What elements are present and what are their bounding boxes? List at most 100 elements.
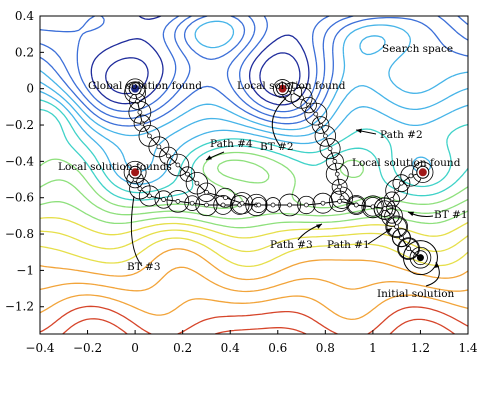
contour-level <box>40 229 468 253</box>
y-axis: 0.4 0.2 0 −0.2 −0.4 −0.6 −0.8 −1 −1.2 <box>5 9 44 314</box>
path-circle <box>133 114 151 132</box>
path-circle <box>159 146 178 166</box>
path-point <box>185 171 190 177</box>
contour-level <box>40 20 468 137</box>
local-solution-marker <box>131 168 140 177</box>
contour-level <box>40 305 468 334</box>
label-path3: Path #3 <box>270 239 313 251</box>
annotation-leaders <box>130 97 440 287</box>
path-circle <box>123 160 147 184</box>
path-point <box>287 202 293 208</box>
label-local-found-top: Local solution found <box>237 80 346 92</box>
annotations: Search space Global solution found Local… <box>58 43 468 300</box>
path-circle <box>154 190 173 209</box>
path-circle <box>363 197 383 217</box>
path-circle <box>231 192 254 215</box>
path-circle <box>385 179 409 202</box>
label-bt1: BT #1 <box>434 209 468 221</box>
path-point <box>313 111 319 117</box>
local-solution-marker <box>418 168 427 177</box>
path-circle <box>124 81 147 104</box>
label-bt3: BT #3 <box>127 261 161 273</box>
label-path2: Path #2 <box>380 129 423 141</box>
path-circle <box>325 152 344 171</box>
path-circle <box>124 78 146 99</box>
path-point <box>256 202 262 208</box>
search-paths <box>123 78 438 276</box>
initial-circle <box>402 240 438 276</box>
path-circle <box>184 195 200 211</box>
label-local-found-left: Local solution founds <box>58 161 172 173</box>
contour-level <box>40 16 468 120</box>
path-circle <box>347 196 365 214</box>
path-circle <box>331 178 348 195</box>
path-circle <box>304 102 328 126</box>
x-tick-label: 0.2 <box>173 341 192 355</box>
path-circle <box>290 86 313 109</box>
path-circle <box>148 136 170 158</box>
path-point <box>204 202 209 208</box>
x-tick-label: 0.8 <box>316 341 335 355</box>
y-tick-label: −0.2 <box>5 118 34 132</box>
path-point <box>137 109 143 115</box>
arrow-path3 <box>316 224 322 229</box>
y-tick-label: 0.4 <box>15 9 34 23</box>
x-tick-label: 1.2 <box>411 341 430 355</box>
path-circle <box>273 79 293 99</box>
path-circle <box>314 125 337 147</box>
path-point <box>223 195 228 201</box>
path-circle <box>213 195 233 215</box>
path-point <box>175 198 181 204</box>
path-point <box>327 146 333 152</box>
path-circle <box>330 186 354 209</box>
path-point <box>161 197 166 202</box>
path-circle <box>392 228 411 247</box>
x-tick-label: 1 <box>369 341 377 355</box>
y-tick-label: −0.4 <box>5 154 35 168</box>
path-point <box>166 153 171 159</box>
path-circle <box>325 162 349 186</box>
path-circle <box>311 116 330 134</box>
path-circle <box>300 96 317 114</box>
path-point <box>156 144 162 150</box>
label-global-found: Global solution found <box>88 80 202 92</box>
path-circle <box>265 197 281 213</box>
path-circle <box>397 237 420 260</box>
path-point <box>339 195 345 201</box>
contour-level <box>40 201 468 229</box>
x-tick-label: 0 <box>131 341 139 355</box>
path-circle <box>384 208 400 224</box>
path-circle <box>409 246 432 269</box>
path-point <box>353 202 359 208</box>
arrow-path2 <box>356 128 362 134</box>
y-tick-label: 0.2 <box>15 45 34 59</box>
x-tick-label: 0.4 <box>221 341 240 355</box>
label-path4: Path #4 <box>210 138 253 150</box>
path-point <box>147 133 152 139</box>
leader-bt3 <box>130 195 143 267</box>
path-circle <box>196 182 217 202</box>
contour-level <box>40 237 468 268</box>
path-point <box>194 180 200 186</box>
y-tick-label: −0.8 <box>5 227 34 241</box>
path-circle <box>412 161 434 183</box>
leader-bt2 <box>271 97 287 147</box>
x-tick-label: −0.4 <box>25 341 55 355</box>
path-circle <box>138 185 160 207</box>
contour-level <box>40 16 468 113</box>
path-circle <box>129 177 151 200</box>
path-point <box>239 200 245 206</box>
path-point <box>204 189 209 195</box>
local-solution-marker <box>278 84 287 93</box>
path-circle <box>166 190 190 213</box>
path-circle <box>278 193 301 217</box>
path-point <box>394 224 400 230</box>
y-tick-label: −1 <box>16 263 34 277</box>
path-circle <box>319 138 341 160</box>
path-point <box>303 202 309 208</box>
path-circle <box>346 195 367 215</box>
plot-frame <box>39 15 469 335</box>
contour-level <box>40 294 468 321</box>
path-point <box>337 198 342 204</box>
path-point <box>334 171 340 177</box>
